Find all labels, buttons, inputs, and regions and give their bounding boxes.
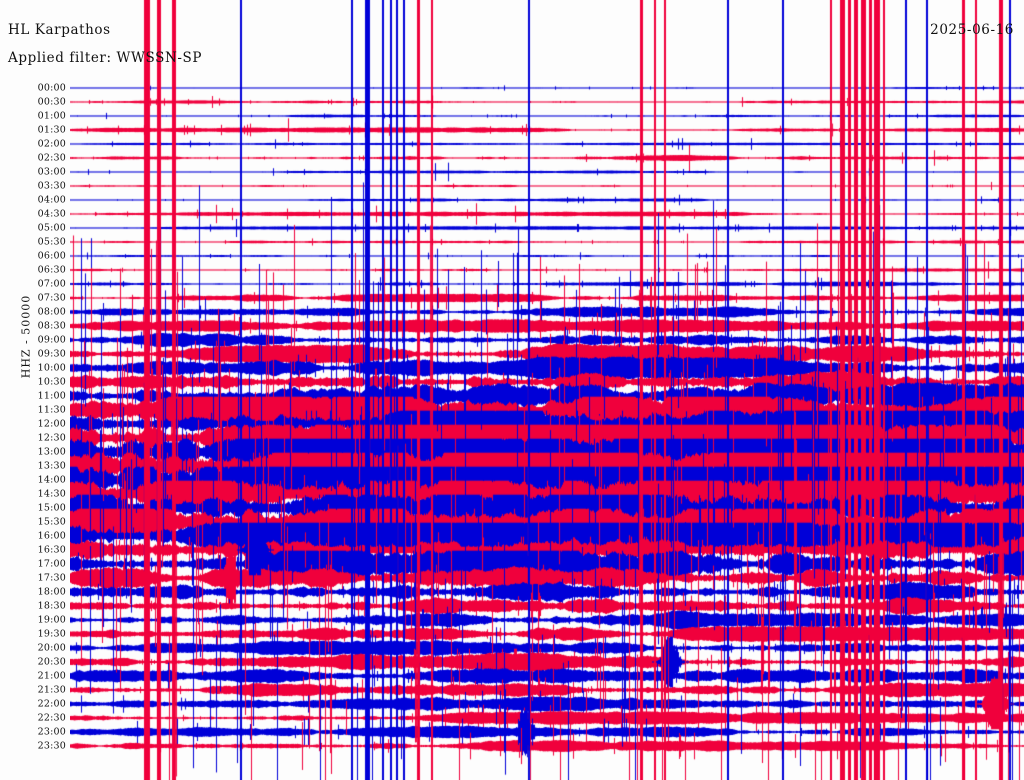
time-tick-label: 06:30	[37, 264, 66, 276]
time-tick-label: 01:00	[37, 110, 66, 122]
time-tick-label: 20:00	[37, 642, 66, 654]
time-tick-label: 07:00	[37, 278, 66, 290]
trace-plot-area[interactable]	[70, 0, 1024, 780]
time-axis: 00:00 00:30 01:00 01:30 02:00 02:30 03:00 03:30…	[0, 0, 70, 780]
time-tick-label: 21:00	[37, 670, 66, 682]
time-tick-label: 08:30	[37, 320, 66, 332]
helicorder-trace-canvas[interactable]	[70, 0, 1024, 780]
time-tick-label: 02:30	[37, 152, 66, 164]
time-tick-label: 16:00	[37, 530, 66, 542]
time-tick-label: 14:00	[37, 474, 66, 486]
time-tick-label: 10:30	[37, 376, 66, 388]
time-tick-label: 12:30	[37, 432, 66, 444]
time-tick-label: 18:30	[37, 600, 66, 612]
time-tick-label: 17:00	[37, 558, 66, 570]
time-tick-label: 16:30	[37, 544, 66, 556]
time-tick-label: 15:00	[37, 502, 66, 514]
time-tick-label: 17:30	[37, 572, 66, 584]
time-tick-label: 12:00	[37, 418, 66, 430]
time-tick-label: 00:00	[37, 82, 66, 94]
time-tick-label: 08:00	[37, 306, 66, 318]
time-tick-label: 03:00	[37, 166, 66, 178]
time-tick-label: 05:00	[37, 222, 66, 234]
time-tick-label: 13:00	[37, 446, 66, 458]
time-tick-label: 13:30	[37, 460, 66, 472]
time-tick-label: 09:30	[37, 348, 66, 360]
time-tick-label: 22:30	[37, 712, 66, 724]
time-tick-label: 11:30	[37, 404, 66, 416]
time-tick-label: 14:30	[37, 488, 66, 500]
time-tick-label: 03:30	[37, 180, 66, 192]
time-tick-label: 22:00	[37, 698, 66, 710]
time-tick-label: 10:00	[37, 362, 66, 374]
time-tick-label: 01:30	[37, 124, 66, 136]
time-tick-label: 18:00	[37, 586, 66, 598]
time-tick-label: 20:30	[37, 656, 66, 668]
time-tick-label: 05:30	[37, 236, 66, 248]
time-tick-label: 23:30	[37, 740, 66, 752]
time-tick-label: 06:00	[37, 250, 66, 262]
time-tick-label: 19:00	[37, 614, 66, 626]
time-tick-label: 15:30	[37, 516, 66, 528]
time-tick-label: 11:00	[37, 390, 66, 402]
time-tick-label: 07:30	[37, 292, 66, 304]
time-tick-label: 23:00	[37, 726, 66, 738]
time-tick-label: 21:30	[37, 684, 66, 696]
time-tick-label: 04:30	[37, 208, 66, 220]
time-tick-label: 04:00	[37, 194, 66, 206]
channel-gain-label: HHZ - 50000	[19, 294, 33, 379]
time-tick-label: 00:30	[37, 96, 66, 108]
time-tick-label: 02:00	[37, 138, 66, 150]
time-tick-label: 19:30	[37, 628, 66, 640]
time-tick-label: 09:00	[37, 334, 66, 346]
